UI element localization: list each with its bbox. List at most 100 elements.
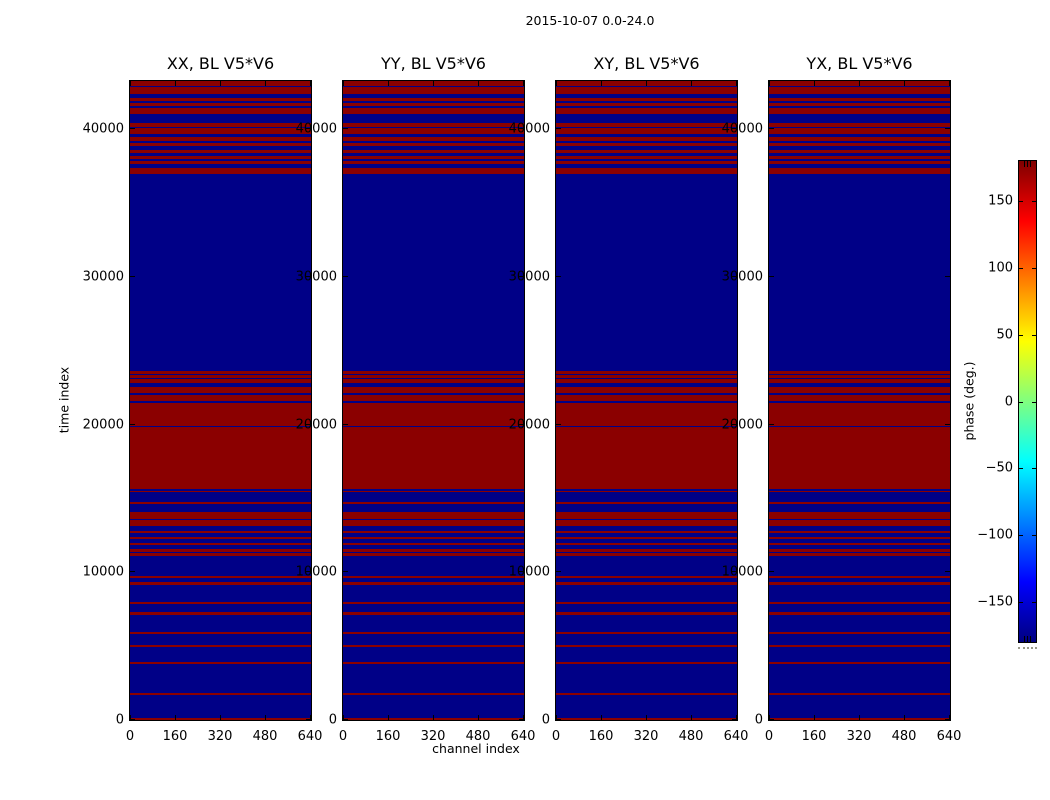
red-band	[343, 644, 524, 647]
red-band	[556, 379, 737, 383]
y-tick-mark	[343, 128, 348, 129]
red-band	[556, 403, 737, 426]
x-tick-label: 0	[338, 729, 348, 744]
y-tick-mark	[732, 275, 737, 277]
y-tick-label: 0	[115, 712, 124, 728]
red-band	[556, 644, 737, 647]
colorbar-tick-mark	[1019, 201, 1023, 203]
red-band	[343, 536, 524, 540]
red-band	[343, 394, 524, 402]
red-band	[769, 87, 950, 94]
y-tick-label: 0	[328, 712, 337, 728]
x-tick-mark	[646, 715, 647, 720]
x-tick-mark	[343, 715, 344, 720]
red-band	[130, 644, 311, 647]
colorbar-tick-mark	[1032, 201, 1036, 203]
y-tick-mark	[306, 128, 311, 129]
y-tick-mark	[519, 719, 524, 720]
y-tick-mark	[556, 128, 561, 129]
red-band	[769, 602, 950, 605]
x-axis-label: channel index	[432, 741, 520, 756]
x-tick-mark	[949, 715, 950, 720]
x-tick-mark	[265, 81, 266, 86]
x-tick-mark	[814, 81, 815, 86]
red-band	[556, 108, 737, 114]
red-band	[556, 87, 737, 94]
x-tick-mark	[949, 81, 950, 86]
x-tick-mark	[265, 715, 266, 720]
red-band	[343, 612, 524, 615]
y-tick-mark	[769, 571, 774, 573]
red-band	[130, 103, 311, 106]
x-tick-label: 640	[510, 729, 536, 744]
x-tick-mark	[175, 81, 176, 86]
y-tick-label: 0	[541, 712, 550, 728]
x-tick-mark	[736, 715, 737, 720]
red-band	[556, 511, 737, 519]
red-band	[343, 386, 524, 394]
y-tick-mark	[343, 719, 348, 720]
red-band	[556, 375, 737, 378]
y-tick-label: 10000	[721, 564, 763, 580]
y-tick-mark	[130, 571, 135, 573]
y-tick-label: 0	[754, 712, 763, 728]
colorbar-tick-label: −50	[985, 460, 1013, 476]
red-band	[130, 98, 311, 101]
red-band	[556, 553, 737, 556]
red-band	[343, 582, 524, 585]
red-band	[130, 519, 311, 527]
red-band	[343, 87, 524, 94]
red-band	[343, 379, 524, 383]
red-band	[343, 123, 524, 127]
x-tick-mark	[130, 81, 131, 86]
y-tick-mark	[945, 423, 950, 425]
red-band	[343, 692, 524, 695]
x-tick-mark	[433, 715, 434, 720]
red-band	[556, 127, 737, 135]
red-band	[343, 602, 524, 605]
red-band	[556, 123, 737, 127]
x-tick-mark	[175, 715, 176, 720]
y-tick-mark	[130, 128, 135, 129]
panel-title: YX, BL V5*V6	[806, 54, 913, 73]
panel-title: XX, BL V5*V6	[166, 54, 275, 73]
y-axis-label: time index	[56, 366, 72, 434]
red-band	[343, 543, 524, 546]
red-band	[343, 511, 524, 519]
red-band	[343, 143, 524, 146]
red-band	[769, 386, 950, 394]
x-tick-label: 480	[465, 729, 491, 744]
x-tick-mark	[478, 81, 479, 86]
y-tick-mark	[306, 719, 311, 720]
red-band	[769, 536, 950, 540]
colorbar-tick-mark	[1019, 267, 1023, 269]
panel-title: YY, BL V5*V6	[381, 54, 486, 73]
red-band	[769, 168, 950, 174]
red-band	[556, 103, 737, 106]
y-tick-mark	[130, 423, 135, 425]
red-band	[556, 602, 737, 605]
heatmap-panel	[555, 80, 738, 721]
x-tick-label: 320	[207, 729, 233, 744]
red-band	[769, 553, 950, 556]
red-band	[769, 123, 950, 127]
colorbar-tick-mark	[1032, 535, 1036, 537]
heatmap-panel-wrap: YX, BL V5*V6 0 160 320 480 640 0 10000 20000 3000…	[722, 54, 962, 744]
x-tick-mark	[523, 715, 524, 720]
colorbar-tick-label: 100	[988, 260, 1013, 276]
red-band	[130, 150, 311, 153]
x-tick-label: 0	[551, 729, 561, 744]
red-band	[343, 502, 524, 504]
y-tick-label: 30000	[721, 269, 763, 285]
colorbar-tick-mark	[1032, 468, 1036, 470]
colorbar-tick-mark	[1032, 601, 1036, 603]
heatmap-panel	[768, 80, 951, 721]
red-band	[130, 161, 311, 164]
red-band	[556, 692, 737, 695]
red-band	[556, 582, 737, 585]
red-band	[343, 553, 524, 556]
red-band	[130, 156, 311, 159]
red-band	[343, 371, 524, 374]
x-tick-mark	[220, 715, 221, 720]
y-tick-mark	[519, 571, 524, 573]
